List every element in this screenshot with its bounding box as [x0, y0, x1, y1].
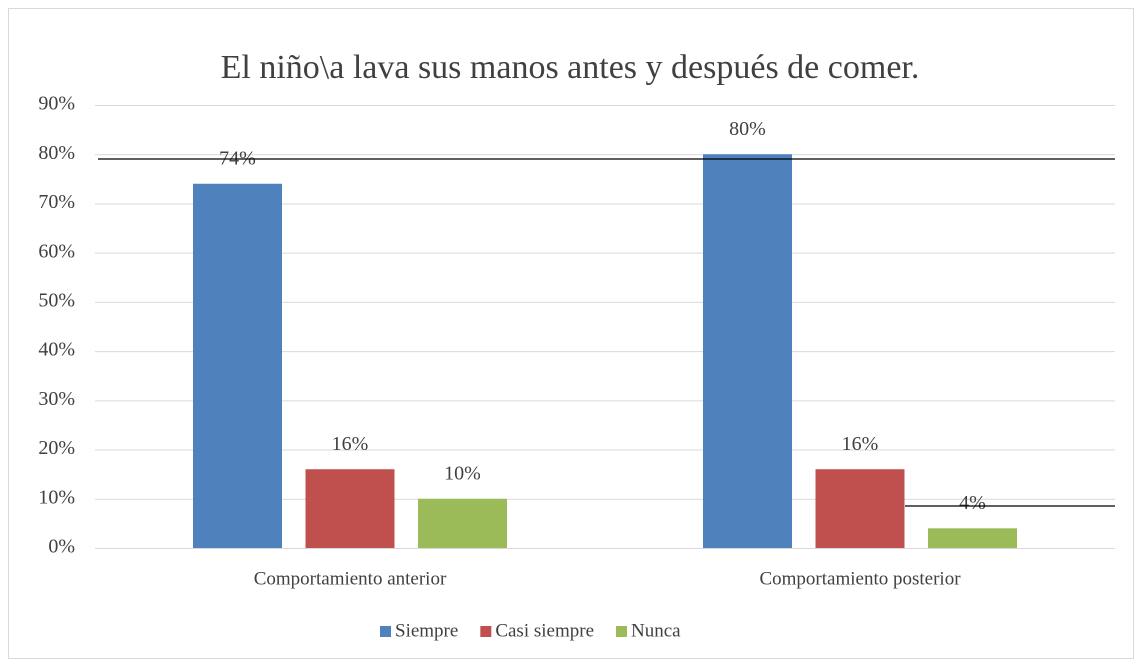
data-label: 4% [959, 492, 986, 514]
legend-label: Siempre [395, 620, 458, 641]
legend-swatch [480, 626, 492, 637]
bar [418, 498, 507, 548]
y-tick-label: 60% [38, 240, 75, 262]
y-tick-label: 40% [38, 339, 75, 361]
y-tick-label: 80% [38, 142, 75, 164]
data-label: 16% [842, 433, 879, 455]
legend-label: Casi siempre [495, 620, 594, 641]
data-label: 80% [729, 118, 766, 140]
y-tick-label: 70% [38, 191, 75, 213]
data-label: 10% [444, 462, 481, 484]
legend-label: Nunca [631, 620, 681, 641]
y-tick-label: 10% [38, 486, 75, 508]
legend-swatch [380, 626, 391, 637]
y-tick-label: 0% [48, 536, 75, 558]
x-tick-label: Comportamiento anterior [254, 568, 447, 589]
y-tick-label: 20% [38, 437, 75, 459]
bar [815, 469, 905, 548]
y-tick-label: 30% [38, 388, 75, 410]
data-label: 16% [332, 433, 369, 455]
x-tick-label: Comportamiento posterior [759, 568, 961, 589]
legend-swatch [616, 626, 628, 637]
y-tick-label: 50% [38, 289, 75, 311]
bar [703, 154, 792, 548]
bar [193, 183, 282, 548]
bar [928, 528, 1017, 548]
y-tick-label: 90% [38, 93, 75, 115]
bar [305, 469, 395, 548]
data-label: 74% [219, 147, 256, 169]
chart-title: El niño\a lava sus manos antes y después… [221, 49, 920, 86]
